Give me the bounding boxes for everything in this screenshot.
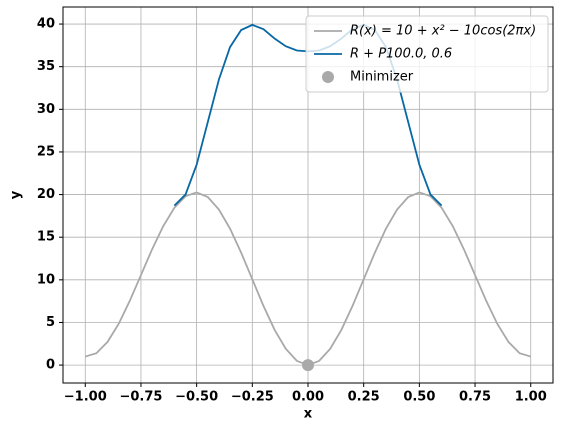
data-point <box>302 359 314 372</box>
legend-label: R(x) = 10 + x² − 10cos(2πx) <box>350 24 536 39</box>
legend-marker <box>322 71 334 83</box>
y-tick-label: 0 <box>46 358 55 373</box>
x-tick-label: 0.50 <box>403 390 435 405</box>
y-tick-label: 5 <box>46 315 55 330</box>
x-axis-label: x <box>304 407 313 422</box>
legend-label: R + P100.0, 0.6 <box>350 47 452 62</box>
x-tick-label: −1.00 <box>64 390 107 405</box>
y-tick-label: 20 <box>37 187 55 202</box>
x-tick-label: 0.00 <box>292 390 324 405</box>
legend-label: Minimizer <box>350 70 414 85</box>
y-tick-label: 35 <box>37 59 55 74</box>
x-tick-label: 0.25 <box>348 390 380 405</box>
y-tick-label: 30 <box>37 102 55 117</box>
y-axis-label: y <box>9 190 24 199</box>
x-tick-label: −0.50 <box>175 390 218 405</box>
legend-box <box>305 15 549 93</box>
y-tick-label: 10 <box>37 272 55 287</box>
x-tick-label: 1.00 <box>515 390 547 405</box>
x-tick-label: −0.25 <box>231 390 274 405</box>
y-tick-label: 40 <box>37 17 55 32</box>
y-tick-label: 25 <box>37 144 55 159</box>
x-tick-label: −0.75 <box>119 390 162 405</box>
plot-frame <box>62 6 554 384</box>
x-tick-label: 0.75 <box>459 390 491 405</box>
y-tick-label: 15 <box>37 230 55 245</box>
